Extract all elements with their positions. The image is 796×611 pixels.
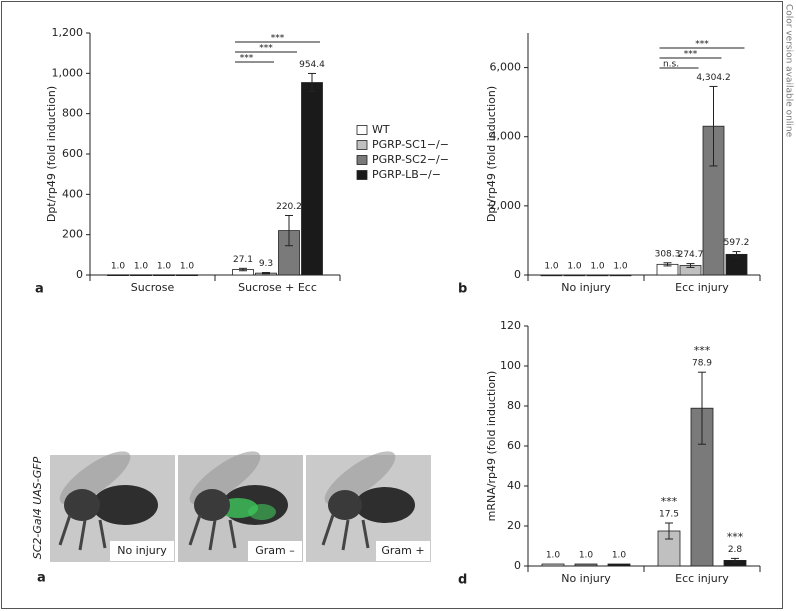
value-label: 27.1: [233, 255, 253, 265]
side-label: SC2-Gal4 UAS-GFP: [31, 456, 44, 559]
value-label: 1.0: [612, 551, 627, 561]
value-label: 597.2: [724, 238, 750, 248]
significance-label: ***: [695, 40, 709, 50]
legend-swatch: [356, 125, 368, 135]
value-label: 308.3: [655, 249, 681, 259]
x-tick-label: Ecc injury: [675, 281, 729, 294]
y-tick-label: 100: [500, 359, 521, 372]
fly: [58, 451, 158, 551]
panel-label: a: [35, 282, 44, 297]
bar: [586, 274, 609, 277]
bar: [176, 274, 198, 276]
y-tick-label: 800: [62, 107, 83, 120]
value-label: 1.0: [613, 261, 628, 271]
y-tick-label: 1,200: [52, 26, 84, 39]
panel-label: b: [458, 282, 467, 297]
value-label: 1.0: [546, 551, 561, 561]
bar: [153, 274, 175, 276]
bar: [301, 82, 323, 276]
caption: Gram –: [255, 544, 295, 557]
significance-label: ***: [271, 34, 285, 44]
caption: No injury: [117, 544, 167, 557]
y-tick-label: 120: [500, 319, 521, 332]
value-label: 2.8: [728, 545, 743, 555]
value-label: 1.0: [157, 261, 172, 271]
significance-label: ***: [661, 495, 678, 508]
fly-images: No injury Gram – Gram + SC2-Gal4 UAS-GFP…: [31, 451, 431, 586]
legend-label: WT: [372, 123, 390, 136]
caption: Gram +: [381, 544, 424, 557]
y-tick-label: 0: [514, 268, 521, 281]
x-tick-label: Ecc injury: [675, 572, 729, 585]
significance-label: ***: [694, 344, 711, 357]
value-label: 9.3: [259, 259, 273, 269]
x-tick-label: No injury: [561, 281, 611, 294]
value-label: 274.7: [678, 250, 704, 260]
y-tick-label: 0: [76, 268, 83, 281]
significance-label: n.s.: [663, 60, 679, 70]
y-tick-label: 40: [507, 479, 521, 492]
panel-label: d: [458, 573, 467, 588]
y-tick-label: 80: [507, 399, 521, 412]
value-label: 1.0: [111, 261, 126, 271]
value-label: 4,304.2: [696, 73, 730, 83]
bar: [609, 274, 632, 277]
significance-label: ***: [727, 530, 744, 543]
y-tick-label: 6,000: [490, 61, 522, 74]
significance-label: ***: [240, 54, 254, 64]
y-tick-label: 60: [507, 439, 521, 452]
significance-label: ***: [259, 44, 273, 54]
significance-label: ***: [684, 50, 698, 60]
figure-border: [1, 1, 783, 609]
y-axis-title: Dpt/rp49 (fold induction): [45, 86, 58, 222]
value-label: 220.2: [276, 202, 302, 212]
bar: [107, 274, 129, 276]
value-label: 1.0: [579, 551, 594, 561]
bar: [563, 274, 586, 277]
value-label: 1.0: [567, 261, 582, 271]
legend-swatch: [356, 140, 368, 150]
legend-swatch: [356, 170, 368, 180]
legend-label: PGRP-SC1−/−: [372, 138, 449, 151]
y-tick-label: 4,000: [490, 130, 522, 143]
value-label: 1.0: [590, 261, 605, 271]
bar: [130, 274, 152, 276]
panel-label: a: [37, 571, 46, 586]
y-tick-label: 2,000: [490, 199, 522, 212]
bar: [541, 563, 565, 567]
value-label: 1.0: [134, 261, 149, 271]
y-tick-label: 600: [62, 147, 83, 160]
x-tick-label: No injury: [561, 572, 611, 585]
value-label: 1.0: [544, 261, 559, 271]
legend-label: PGRP-LB−/−: [372, 168, 441, 181]
bar: [607, 563, 631, 567]
caption-box: [110, 541, 174, 561]
side-note: Color version available online: [784, 4, 794, 138]
y-axis-title: Dpt/rp49 (fold induction): [485, 86, 498, 222]
y-axis-title: mRNA/rp49 (fold induction): [485, 371, 498, 522]
legend-label: PGRP-SC2−/−: [372, 153, 449, 166]
fly: [188, 451, 288, 551]
x-tick-label: Sucrose: [131, 281, 175, 294]
value-label: 78.9: [692, 359, 712, 369]
caption-box: [376, 541, 430, 561]
y-tick-label: 400: [62, 187, 83, 200]
value-label: 17.5: [659, 510, 679, 520]
y-tick-label: 200: [62, 228, 83, 241]
x-tick-label: Sucrose + Ecc: [238, 281, 317, 294]
fly: [321, 451, 415, 551]
y-tick-label: 20: [507, 519, 521, 532]
bar: [574, 563, 598, 567]
legend-swatch: [356, 155, 368, 165]
y-tick-label: 1,000: [52, 66, 84, 79]
y-tick-label: 0: [514, 559, 521, 572]
bar: [540, 274, 563, 277]
value-label: 954.4: [299, 60, 325, 70]
value-label: 1.0: [180, 261, 195, 271]
caption-box: [248, 541, 302, 561]
